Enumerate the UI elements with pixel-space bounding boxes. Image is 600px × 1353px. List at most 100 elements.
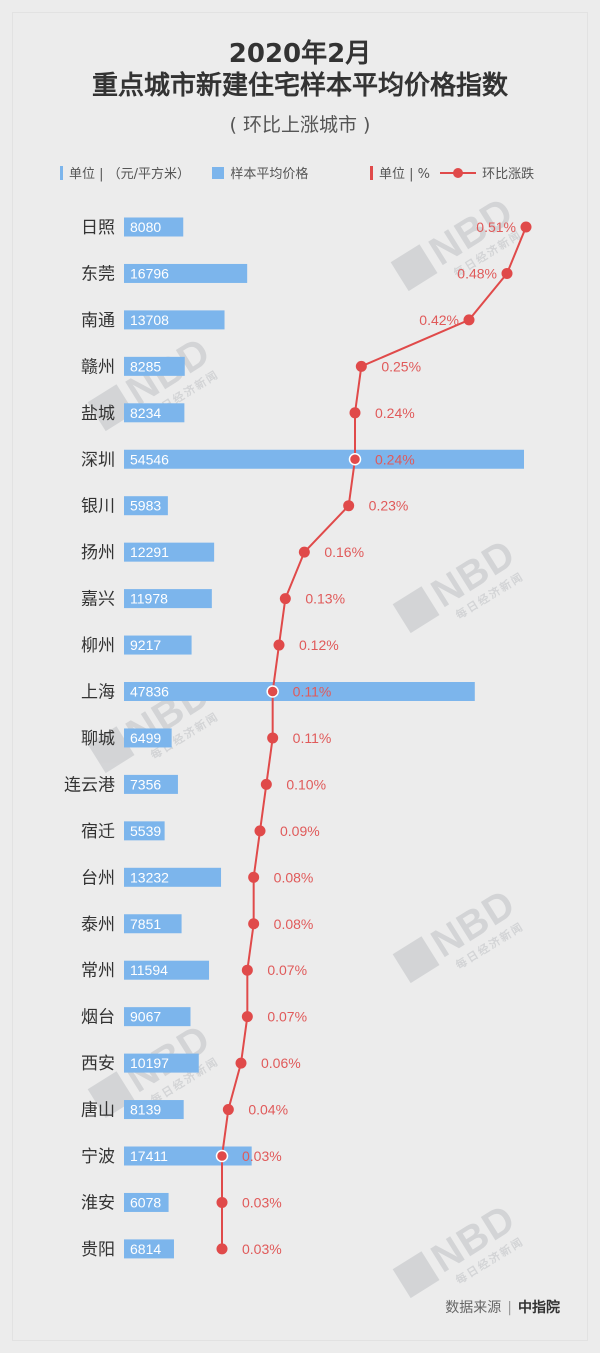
legend-bar-unit: 单位 | （元/平方米） (69, 167, 191, 182)
bar-value-label: 8139 (130, 1102, 161, 1118)
line-point (501, 267, 513, 279)
bar (124, 1192, 169, 1212)
category-label: 贵阳 (81, 1240, 115, 1260)
line-point (241, 964, 253, 976)
category-label: 深圳 (81, 450, 115, 470)
legend-line-unit: 单位 | % (379, 167, 430, 182)
line-point-label: 0.03% (242, 1194, 282, 1210)
line-point-label: 0.10% (286, 776, 326, 792)
line-point (463, 314, 475, 326)
source-org: 中指院 (518, 1300, 560, 1316)
category-label: 宁波 (81, 1147, 115, 1167)
line-point-label: 0.04% (248, 1102, 288, 1118)
line-point (267, 732, 279, 744)
category-label: 南通 (81, 311, 115, 331)
line-point (241, 1011, 253, 1023)
category-label: 聊城 (81, 729, 115, 749)
bar-value-label: 7356 (130, 776, 161, 792)
bar-value-label: 13232 (130, 869, 169, 885)
category-label: 扬州 (81, 543, 115, 563)
category-label: 泰州 (81, 915, 115, 935)
category-label: 嘉兴 (81, 590, 115, 610)
line-point-label: 0.03% (242, 1241, 282, 1257)
category-label: 银川 (81, 497, 115, 517)
chart-frame (12, 12, 588, 1341)
bar-value-label: 10197 (130, 1055, 169, 1071)
line-point-label: 0.08% (274, 916, 314, 932)
category-label: 日照 (81, 218, 115, 238)
bar-value-label: 5539 (130, 823, 161, 839)
bar (124, 356, 185, 376)
line-point-label: 0.07% (267, 962, 307, 978)
bar-value-label: 11978 (130, 591, 168, 607)
bar-value-label: 13708 (130, 312, 169, 328)
source-note: 数据来源 | 中指院 (445, 1300, 560, 1316)
legend-line-label: 环比涨跌 (482, 167, 535, 182)
bar-value-label: 17411 (130, 1148, 168, 1164)
bar-value-label: 7851 (130, 916, 161, 932)
bar (124, 960, 210, 980)
bar (124, 867, 222, 887)
title-line-2: 重点城市新建住宅样本平均价格指数 (91, 71, 508, 101)
bar (124, 496, 168, 516)
bar (124, 1007, 191, 1027)
category-label: 唐山 (81, 1100, 115, 1121)
line-point (235, 1057, 247, 1069)
line-point-label: 0.08% (274, 869, 314, 885)
category-label: 赣州 (81, 357, 115, 377)
bar (124, 635, 192, 655)
line-point (273, 639, 285, 651)
legend-bar-label: 样本平均价格 (230, 167, 309, 182)
bar (124, 821, 165, 841)
legend-line-swatch (440, 168, 477, 178)
line-point-label: 0.24% (375, 451, 415, 467)
bar (124, 589, 212, 609)
bar (124, 217, 184, 237)
category-label: 宿迁 (81, 822, 115, 842)
chart-subtitle: ( 环比上涨城市 ) (229, 114, 371, 136)
line-point (260, 778, 272, 790)
line-point (248, 918, 260, 930)
line-point (298, 546, 310, 558)
bar-value-label: 8080 (130, 219, 161, 235)
line-point (343, 500, 355, 512)
line-point-label: 0.06% (261, 1055, 301, 1071)
bar-value-label: 6499 (130, 730, 161, 746)
bar (124, 774, 178, 794)
bar (124, 542, 215, 562)
line-point (216, 1243, 228, 1255)
line-point-label: 0.11% (293, 684, 332, 700)
line-point-label: 0.24% (375, 405, 415, 421)
category-label: 连云港 (64, 775, 115, 795)
line-point-label: 0.42% (419, 312, 459, 328)
category-label: 淮安 (81, 1193, 115, 1213)
bar-value-label: 8285 (130, 358, 161, 374)
bar (124, 914, 182, 934)
bar (124, 310, 225, 330)
bar (124, 1239, 174, 1259)
line-point-label: 0.03% (242, 1148, 282, 1164)
line-point (266, 685, 279, 698)
line-point-label: 0.23% (369, 498, 409, 514)
bar (124, 263, 248, 283)
line-point (254, 825, 266, 837)
bar-value-label: 11594 (130, 962, 168, 978)
line-point (216, 1196, 228, 1208)
source-label: 数据来源 (445, 1300, 502, 1316)
legend-bar-series: 单位 | （元/平方米） 样本平均价格 (60, 163, 308, 182)
legend-bar-swatch (212, 167, 225, 179)
category-label: 常州 (81, 961, 115, 981)
bar (124, 1053, 199, 1073)
line-point-label: 0.16% (324, 544, 364, 560)
bar (124, 728, 172, 748)
category-label: 烟台 (81, 1008, 115, 1028)
bar-value-label: 5983 (130, 498, 161, 514)
category-label: 东莞 (81, 264, 115, 284)
category-label: 西安 (81, 1054, 115, 1074)
line-point (349, 407, 361, 419)
line-point (520, 221, 532, 233)
line-point (248, 871, 260, 883)
legend-line-unit-marker (370, 166, 373, 180)
line-point (279, 593, 291, 605)
chart-title: 2020年2月 重点城市新建住宅样本平均价格指数 (0, 38, 600, 102)
